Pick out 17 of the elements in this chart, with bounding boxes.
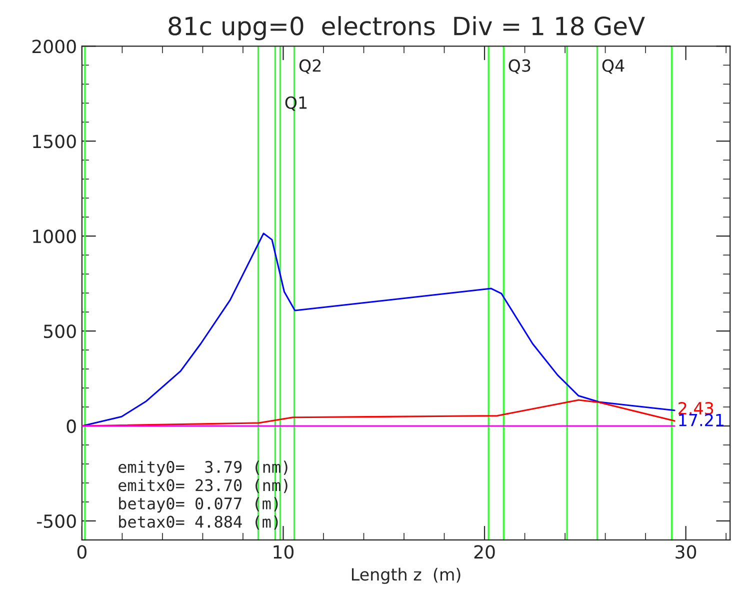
y-tick-label: 500 xyxy=(44,324,76,338)
annotation: 2.43 xyxy=(678,402,714,415)
y-tick-label: 2000 xyxy=(32,40,76,54)
chart-title: 81c upg=0 electrons Div = 1 18 GeV xyxy=(168,16,645,40)
x-tick-label: 30 xyxy=(676,545,696,559)
annotation: Q2 xyxy=(299,59,321,74)
y-tick-label: 1500 xyxy=(33,134,76,148)
annotation: Q4 xyxy=(602,59,624,74)
y-tick-label: -500 xyxy=(36,514,76,528)
annotation: Q3 xyxy=(508,59,530,74)
y-tick-label: 0 xyxy=(66,419,76,434)
x-axis-title: Length z (m) xyxy=(352,568,460,584)
x-tick-label: 20 xyxy=(474,545,495,559)
x-tick-label: 0 xyxy=(77,545,86,559)
x-tick-label: 10 xyxy=(274,545,294,559)
y-tick-label: 1000 xyxy=(33,230,76,244)
annotation: 17.21 xyxy=(679,414,724,426)
